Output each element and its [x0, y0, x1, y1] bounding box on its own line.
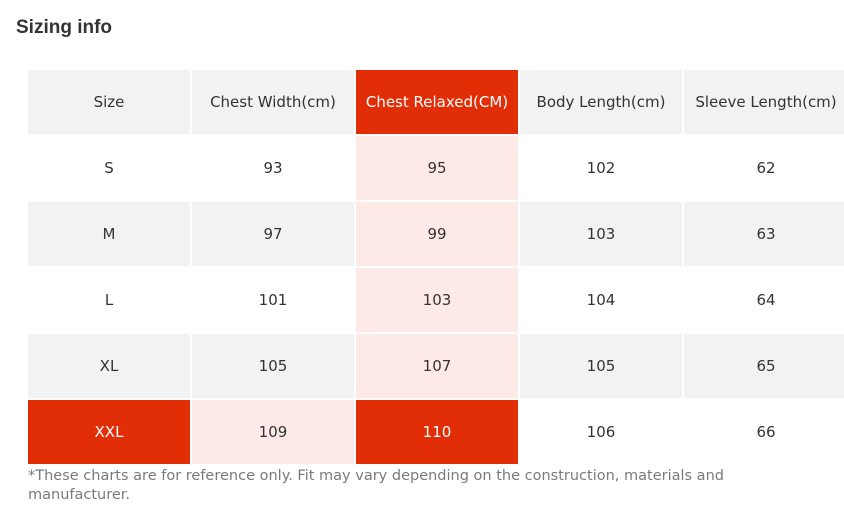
table-cell: 106 — [520, 400, 682, 464]
table-cell: 63 — [684, 202, 844, 266]
table-cell: 101 — [192, 268, 354, 332]
table-header-cell: Chest Width(cm) — [192, 70, 354, 134]
disclaimer-note: *These charts are for reference only. Fi… — [28, 468, 724, 503]
table-cell: 103 — [356, 268, 518, 332]
table-cell: 105 — [192, 334, 354, 398]
table-cell: 102 — [520, 136, 682, 200]
table-cell: 110 — [356, 400, 518, 464]
table-cell: 103 — [520, 202, 682, 266]
size-label-cell: XL — [28, 334, 190, 398]
size-label-cell: L — [28, 268, 190, 332]
table-cell: 109 — [192, 400, 354, 464]
size-label-cell: S — [28, 136, 190, 200]
size-label-cell: XXL — [28, 400, 190, 464]
table-cell: 97 — [192, 202, 354, 266]
size-label-cell: M — [28, 202, 190, 266]
table-cell: 93 — [192, 136, 354, 200]
table-header-cell: Size — [28, 70, 190, 134]
table-cell: 64 — [684, 268, 844, 332]
section-title: Sizing info — [16, 17, 113, 38]
table-cell: 66 — [684, 400, 844, 464]
table-cell: 99 — [356, 202, 518, 266]
table-cell: 65 — [684, 334, 844, 398]
table-cell: 104 — [520, 268, 682, 332]
table-cell: 105 — [520, 334, 682, 398]
table-header-cell: Body Length(cm) — [520, 70, 682, 134]
table-header-cell: Chest Relaxed(CM) — [356, 70, 518, 134]
table-cell: 62 — [684, 136, 844, 200]
table-header-cell: Sleeve Length(cm) — [684, 70, 844, 134]
table-cell: 95 — [356, 136, 518, 200]
size-chart-table: Size Chest Width(cm) Chest Relaxed(CM) Body… — [28, 70, 844, 464]
table-cell: 107 — [356, 334, 518, 398]
